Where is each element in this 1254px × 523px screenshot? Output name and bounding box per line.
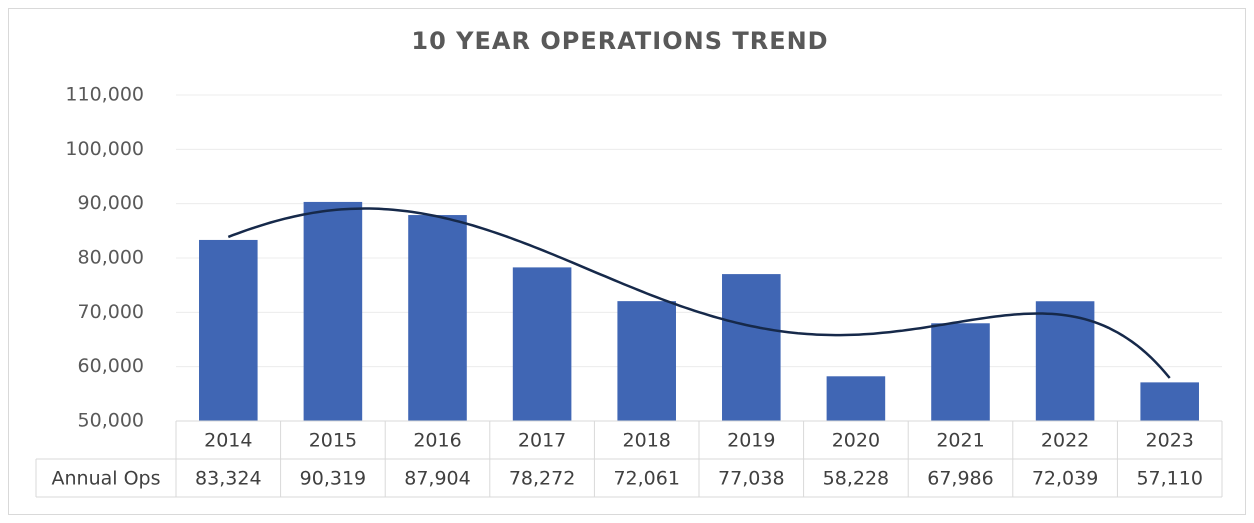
bar (303, 201, 363, 421)
data-label: 77,038 (718, 468, 784, 490)
x-tick-label: 2020 (832, 430, 880, 452)
data-label: 78,272 (509, 468, 575, 490)
bar (408, 215, 467, 421)
bar (199, 239, 258, 421)
x-tick-label: 2016 (413, 430, 461, 452)
x-tick-label: 2023 (1146, 430, 1194, 452)
y-tick-label: 110,000 (65, 84, 144, 106)
data-label: 67,986 (927, 468, 993, 490)
y-tick-label: 90,000 (78, 192, 144, 214)
x-tick-label: 2014 (204, 430, 252, 452)
data-label: 90,319 (300, 468, 366, 490)
chart-title: 10 YEAR OPERATIONS TREND (411, 27, 828, 55)
bar (722, 274, 781, 421)
x-tick-label: 2022 (1041, 430, 1089, 452)
bar (617, 301, 676, 421)
bar (931, 323, 990, 421)
data-label: 57,110 (1136, 468, 1202, 490)
y-tick-label: 70,000 (78, 301, 144, 323)
y-tick-label: 60,000 (78, 355, 144, 377)
bar (1140, 382, 1199, 421)
x-tick-label: 2018 (623, 430, 671, 452)
data-label: 72,039 (1032, 468, 1098, 490)
x-tick-label: 2019 (727, 430, 775, 452)
y-tick-label: 50,000 (78, 410, 144, 432)
x-tick-label: 2015 (309, 430, 357, 452)
legend-label: Annual Ops (52, 468, 161, 490)
trendline (227, 207, 1171, 379)
data-label: 87,904 (404, 468, 470, 490)
y-tick-label: 100,000 (65, 138, 144, 160)
bar (1035, 301, 1095, 421)
x-tick-label: 2021 (936, 430, 984, 452)
data-label: 72,061 (613, 468, 679, 490)
x-tick-label: 2017 (518, 430, 566, 452)
data-label: 83,324 (195, 468, 261, 490)
y-tick-label: 80,000 (78, 247, 144, 269)
data-label: 58,228 (823, 468, 889, 490)
bar (826, 376, 886, 421)
bar (512, 267, 572, 421)
